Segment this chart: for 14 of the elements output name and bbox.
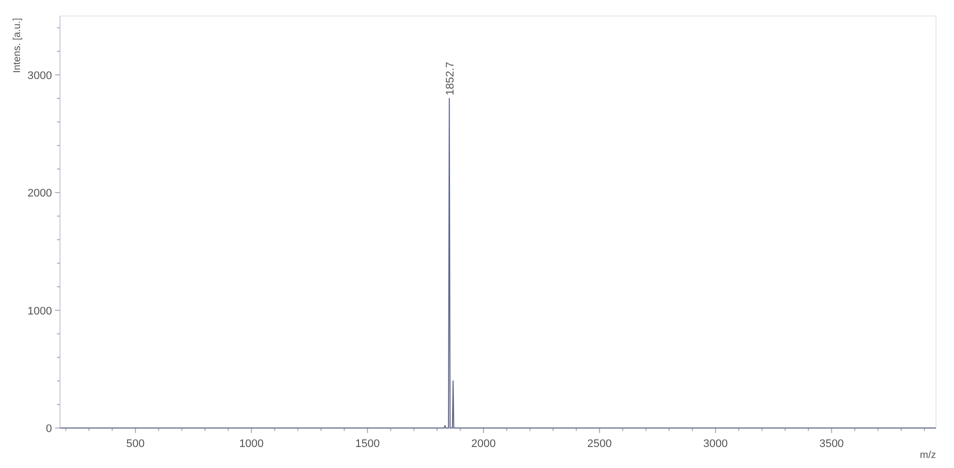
annotation: 1852.7 <box>444 62 456 96</box>
x-tick-label: 3500 <box>819 438 844 450</box>
y-tick-label: 1000 <box>28 305 52 318</box>
y-tick-label: 0 <box>46 423 52 435</box>
x-tick-label: 1500 <box>355 438 380 450</box>
x-axis-title: m/z <box>920 450 936 461</box>
x-tick-label: 1000 <box>239 438 264 450</box>
y-tick-label: 2000 <box>28 188 52 200</box>
x-tick-label: 500 <box>126 438 145 450</box>
x-tick-label: 3000 <box>703 438 728 450</box>
y-axis-title: Intens. [a.u.] <box>12 18 23 74</box>
x-tick-label: 2500 <box>587 438 612 450</box>
y-tick-label: 3000 <box>28 70 52 82</box>
x-tick-label: 2000 <box>471 438 496 450</box>
